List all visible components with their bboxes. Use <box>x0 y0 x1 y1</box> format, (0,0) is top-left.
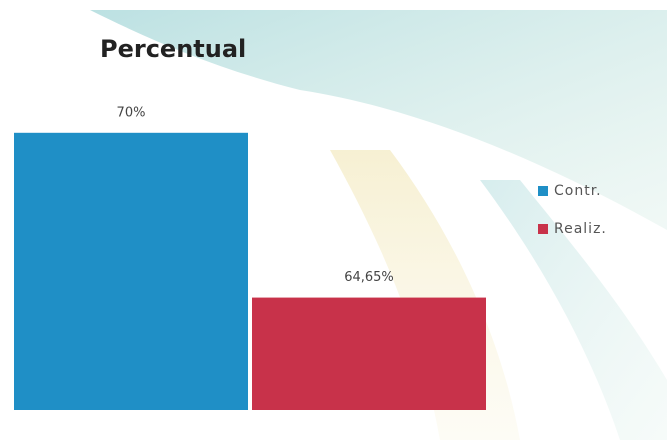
chart: Percentual 70% 64,65% Contr. Realiz. <box>0 0 667 440</box>
bar <box>14 133 248 410</box>
chart-title: Percentual <box>100 35 246 63</box>
data-label: 64,65% <box>344 270 394 285</box>
legend-label: Realiz. <box>554 221 607 237</box>
legend-swatch <box>538 224 548 234</box>
legend-swatch <box>538 186 548 196</box>
data-label: 70% <box>117 105 146 120</box>
legend-label: Contr. <box>554 183 602 199</box>
bar <box>252 298 486 410</box>
